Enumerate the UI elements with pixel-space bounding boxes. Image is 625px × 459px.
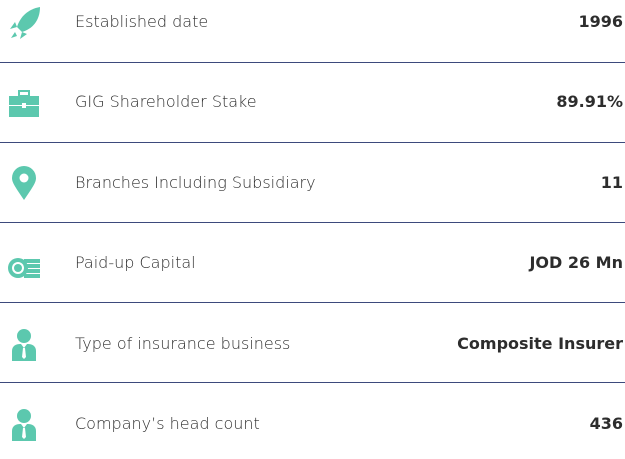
info-row: Paid-up Capital JOD 26 Mn — [0, 243, 625, 283]
row-icon — [9, 90, 39, 118]
info-row: Type of insurance business Composite Insu… — [0, 324, 625, 364]
row-value: Composite Insurer — [457, 333, 623, 353]
row-value: JOD 26 Mn — [529, 253, 623, 273]
row-icon — [8, 258, 40, 279]
row-icon — [10, 7, 40, 39]
row-icon — [12, 165, 36, 200]
info-row: Established date 1996 — [0, 2, 625, 42]
info-row: GIG Shareholder Stake 89.91% — [0, 82, 625, 122]
separator — [0, 302, 625, 303]
row-label: Branches Including Subsidiary — [75, 172, 316, 192]
row-label: Paid-up Capital — [75, 253, 196, 273]
separator — [0, 62, 625, 63]
row-label: Type of insurance business — [75, 333, 291, 353]
info-row: Branches Including Subsidiary 11 — [0, 163, 625, 203]
row-icon — [12, 328, 36, 361]
row-value: 11 — [600, 172, 623, 192]
row-label: Company’s head count — [75, 414, 260, 433]
row-value: 436 — [589, 414, 623, 433]
row-value: 89.91% — [556, 92, 623, 112]
separator — [0, 382, 625, 383]
row-icon — [12, 409, 36, 441]
separator — [0, 142, 625, 143]
info-row: Company’s head count 436 — [0, 404, 625, 444]
row-label: Established date — [75, 12, 209, 31]
separator — [0, 222, 625, 223]
row-value: 1996 — [578, 12, 623, 31]
row-label: GIG Shareholder Stake — [75, 92, 257, 112]
